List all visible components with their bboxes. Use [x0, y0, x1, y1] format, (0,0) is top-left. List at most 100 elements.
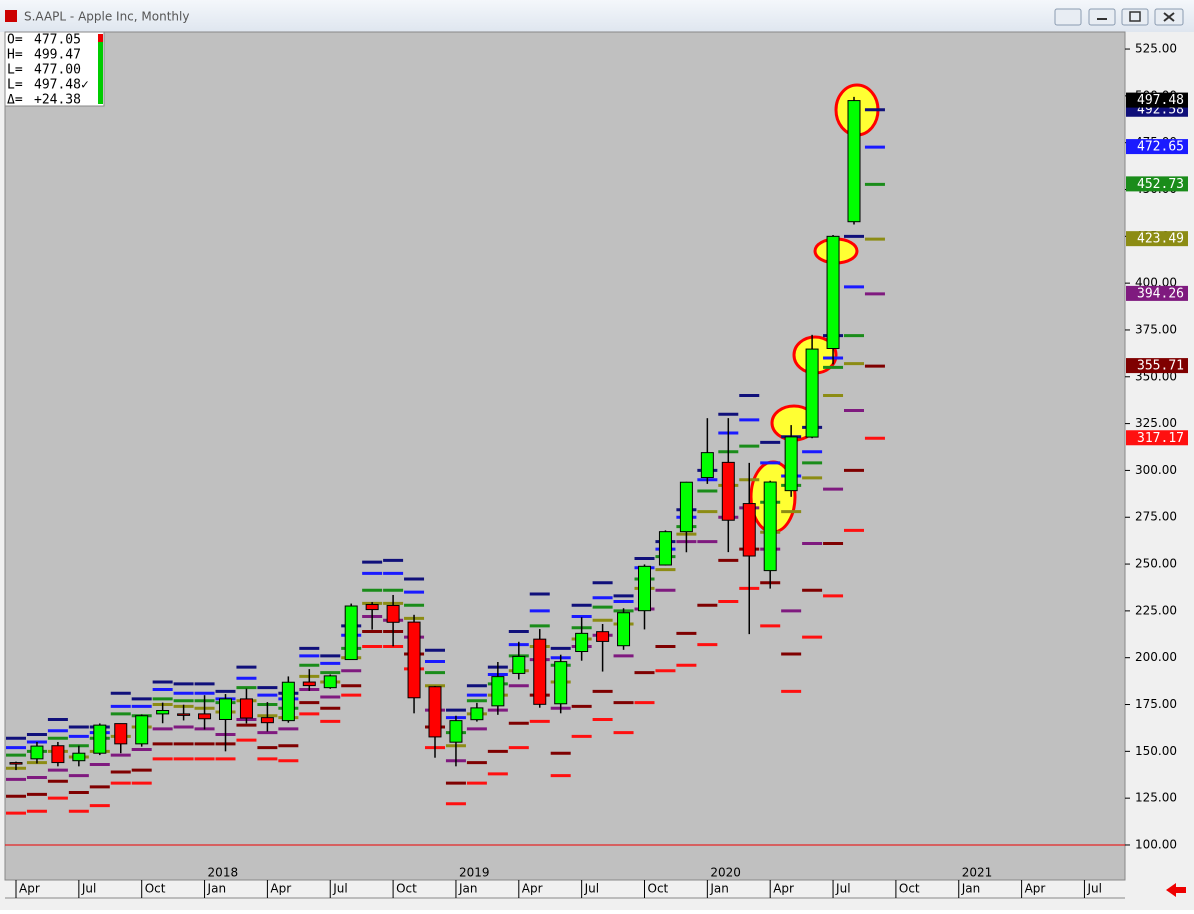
- candle-body: [114, 723, 128, 745]
- window-buttons: [1054, 8, 1184, 26]
- candle-body: [365, 604, 379, 611]
- data-value: 477.05: [34, 33, 81, 48]
- data-label: Δ=: [7, 93, 23, 108]
- candle-body: [847, 100, 861, 223]
- x-tick-label: Jul: [835, 882, 850, 896]
- candle-body: [763, 481, 777, 572]
- x-tick-label: Jan: [458, 882, 478, 896]
- candle-body: [135, 715, 149, 745]
- price-box: [1126, 430, 1188, 446]
- candle-body: [512, 655, 526, 674]
- price-box-label: 472.65: [1137, 140, 1184, 155]
- year-label: 2019: [459, 866, 490, 880]
- x-tick-label: Oct: [145, 882, 166, 896]
- candle-body: [260, 717, 274, 724]
- x-tick-label: Apr: [270, 882, 291, 896]
- candle-body: [9, 762, 23, 765]
- candle-body: [30, 745, 44, 760]
- year-label: 2020: [710, 866, 741, 880]
- candle-body: [742, 503, 756, 557]
- y-tick-label: 225.00: [1135, 603, 1177, 617]
- candle-body: [554, 661, 568, 705]
- minimize-button[interactable]: [1088, 8, 1116, 26]
- x-tick-label: Oct: [648, 882, 669, 896]
- data-label: O=: [7, 33, 23, 48]
- data-value: 497.48✓: [34, 78, 89, 93]
- price-box: [1126, 139, 1188, 155]
- y-tick-label: 325.00: [1135, 416, 1177, 430]
- title-bar: [0, 0, 1194, 32]
- price-box: [1126, 176, 1188, 192]
- price-box: [1126, 231, 1188, 247]
- candle-body: [784, 436, 798, 492]
- y-tick-label: 100.00: [1135, 837, 1177, 851]
- price-box: [1126, 92, 1188, 108]
- x-tick-label: Oct: [899, 882, 920, 896]
- price-box-label: 394.26: [1137, 286, 1184, 301]
- maximize-button[interactable]: [1121, 8, 1149, 26]
- price-box-label: 317.17: [1137, 431, 1184, 446]
- candle-body: [470, 707, 484, 721]
- year-label: 2021: [962, 866, 993, 880]
- x-tick-label: Jul: [1086, 882, 1101, 896]
- data-value: +24.38: [34, 93, 81, 108]
- candle-body: [239, 698, 253, 719]
- candle-body: [491, 676, 505, 707]
- price-box: [1126, 285, 1188, 301]
- x-tick-label: Oct: [396, 882, 417, 896]
- x-tick-label: Jan: [709, 882, 729, 896]
- price-box-label: 452.73: [1137, 177, 1184, 192]
- candle-body: [51, 745, 65, 764]
- y-tick-label: 150.00: [1135, 744, 1177, 758]
- plot-area: [4, 31, 1126, 881]
- price-box-label: 355.71: [1137, 359, 1184, 374]
- candle-body: [407, 621, 421, 699]
- data-value: 499.47: [34, 48, 81, 63]
- candle-body: [805, 348, 819, 438]
- candle-body: [533, 638, 547, 705]
- candle-body: [281, 681, 295, 722]
- y-tick-label: 200.00: [1135, 650, 1177, 664]
- app-icon: [5, 10, 17, 22]
- candle-body: [575, 632, 589, 653]
- x-tick-label: Jul: [584, 882, 599, 896]
- candle-body: [428, 686, 442, 738]
- y-tick-label: 525.00: [1135, 42, 1177, 56]
- x-tick-label: Jan: [961, 882, 981, 896]
- candle-body: [658, 531, 672, 566]
- candle-body: [617, 612, 631, 647]
- scroll-arrow[interactable]: [1166, 883, 1186, 897]
- x-tick-label: Jan: [207, 882, 227, 896]
- candle-body: [721, 461, 735, 521]
- y-tick-label: 250.00: [1135, 557, 1177, 571]
- candle-body: [679, 481, 693, 533]
- price-box: [1126, 358, 1188, 374]
- data-window: [4, 31, 105, 107]
- data-label: L=: [7, 78, 23, 93]
- candle-body: [156, 710, 170, 715]
- candle-body: [177, 713, 191, 716]
- y-tick-label: 300.00: [1135, 463, 1177, 477]
- candle-body: [198, 713, 212, 720]
- y-tick-label: 375.00: [1135, 322, 1177, 336]
- x-tick-label: Apr: [19, 882, 40, 896]
- candle-body: [344, 605, 358, 661]
- price-box-label: 423.49: [1137, 232, 1184, 247]
- candle-body: [72, 752, 86, 762]
- y-tick-label: 125.00: [1135, 791, 1177, 805]
- y-tick-label: 175.00: [1135, 697, 1177, 711]
- x-tick-label: Apr: [522, 882, 543, 896]
- x-tick-label: Apr: [1025, 882, 1046, 896]
- candle-body: [449, 720, 463, 743]
- candle-body: [219, 698, 232, 721]
- data-label: H=: [7, 48, 23, 63]
- candle-body: [386, 604, 400, 623]
- link-button[interactable]: [1054, 8, 1082, 26]
- candle-body: [826, 235, 840, 350]
- candle-body: [596, 631, 610, 642]
- candle-body: [638, 565, 651, 612]
- candle-body: [323, 675, 337, 689]
- year-label: 2018: [208, 866, 239, 880]
- data-value: 477.00: [34, 63, 81, 78]
